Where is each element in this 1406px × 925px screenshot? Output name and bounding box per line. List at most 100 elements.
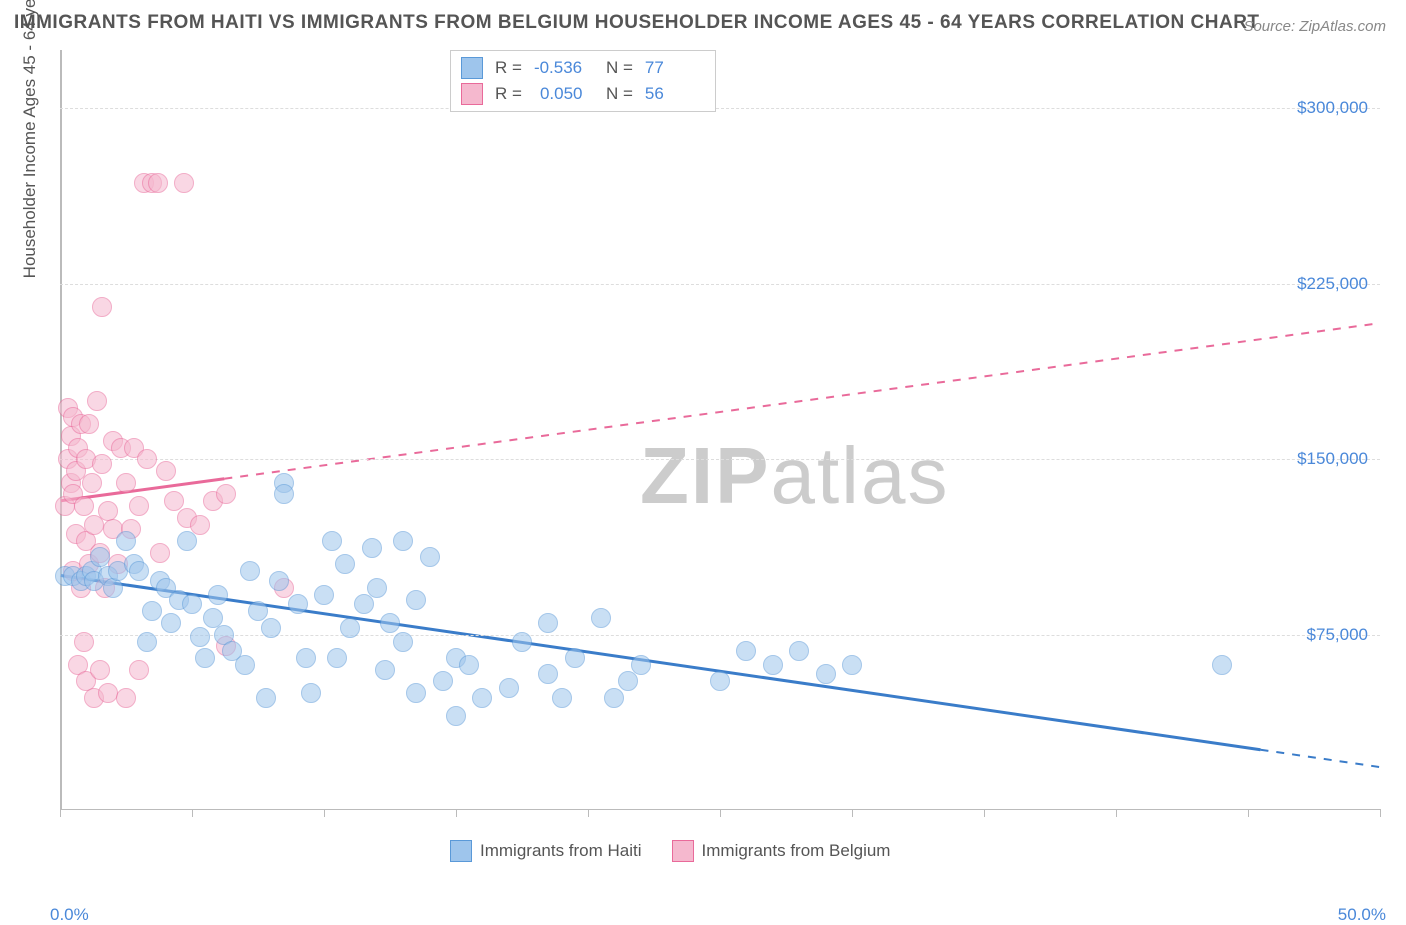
data-point [148,173,168,193]
correlation-legend: R = -0.536 N = 77 R = 0.050 N = 56 [450,50,716,112]
data-point [90,547,110,567]
legend-item-belgium: Immigrants from Belgium [672,840,891,862]
swatch-belgium [672,840,694,862]
y-tick-label: $300,000 [1297,98,1368,118]
data-point [174,173,194,193]
gridline [60,108,1380,109]
data-point [116,688,136,708]
data-point [367,578,387,598]
data-point [288,594,308,614]
x-tick [324,809,325,817]
data-point [82,473,102,493]
data-point [116,531,136,551]
x-tick [1116,809,1117,817]
data-point [296,648,316,668]
data-point [763,655,783,675]
data-point [710,671,730,691]
x-tick [720,809,721,817]
data-point [182,594,202,614]
n-value-belgium: 56 [645,84,705,104]
data-point [137,632,157,652]
data-point [362,538,382,558]
data-point [240,561,260,581]
data-point [190,627,210,647]
data-point [842,655,862,675]
chart-title: IMMIGRANTS FROM HAITI VS IMMIGRANTS FROM… [14,12,1260,34]
watermark-thin: atlas [770,431,949,520]
y-tick-label: $225,000 [1297,274,1368,294]
data-point [195,648,215,668]
gridline [60,284,1380,285]
data-point [150,543,170,563]
x-axis-max-label: 50.0% [1338,905,1386,925]
r-value-haiti: -0.536 [534,58,594,78]
data-point [538,664,558,684]
data-point [512,632,532,652]
y-tick-label: $150,000 [1297,449,1368,469]
data-point [552,688,572,708]
data-point [1212,655,1232,675]
correlation-row-haiti: R = -0.536 N = 77 [461,55,705,81]
watermark: ZIPatlas [640,430,949,522]
correlation-row-belgium: R = 0.050 N = 56 [461,81,705,107]
data-point [420,547,440,567]
r-value-belgium: 0.050 [534,84,594,104]
data-point [375,660,395,680]
x-tick [60,809,61,817]
data-point [472,688,492,708]
data-point [129,496,149,516]
data-point [538,613,558,633]
data-point [261,618,281,638]
data-point [446,706,466,726]
watermark-bold: ZIP [640,431,770,520]
y-tick-label: $75,000 [1307,625,1368,645]
data-point [235,655,255,675]
x-tick [1248,809,1249,817]
data-point [190,515,210,535]
data-point [433,671,453,691]
x-tick [588,809,589,817]
n-label: N = [606,84,633,104]
data-point [406,590,426,610]
gridline [60,459,1380,460]
source-attribution: Source: ZipAtlas.com [1243,18,1386,35]
data-point [565,648,585,668]
data-point [92,297,112,317]
data-point [499,678,519,698]
data-point [274,484,294,504]
data-point [116,473,136,493]
r-label: R = [495,58,522,78]
swatch-haiti [450,840,472,862]
data-point [604,688,624,708]
data-point [98,683,118,703]
data-point [177,531,197,551]
x-tick [852,809,853,817]
data-point [459,655,479,675]
data-point [314,585,334,605]
data-point [393,531,413,551]
plot-area: ZIPatlas $75,000 $150,000 $225,000 $300,000 [60,50,1380,810]
x-axis-min-label: 0.0% [50,905,89,925]
data-point [137,449,157,469]
data-point [393,632,413,652]
data-point [354,594,374,614]
data-point [90,660,110,680]
n-label: N = [606,58,633,78]
data-point [380,613,400,633]
r-label: R = [495,84,522,104]
legend-label-belgium: Immigrants from Belgium [702,841,891,861]
n-value-haiti: 77 [645,58,705,78]
data-point [322,531,342,551]
data-point [618,671,638,691]
data-point [340,618,360,638]
data-point [591,608,611,628]
legend-label-haiti: Immigrants from Haiti [480,841,642,861]
data-point [327,648,347,668]
data-point [335,554,355,574]
data-point [161,613,181,633]
data-point [256,688,276,708]
data-point [142,601,162,621]
data-point [631,655,651,675]
legend-item-haiti: Immigrants from Haiti [450,840,642,862]
data-point [79,414,99,434]
